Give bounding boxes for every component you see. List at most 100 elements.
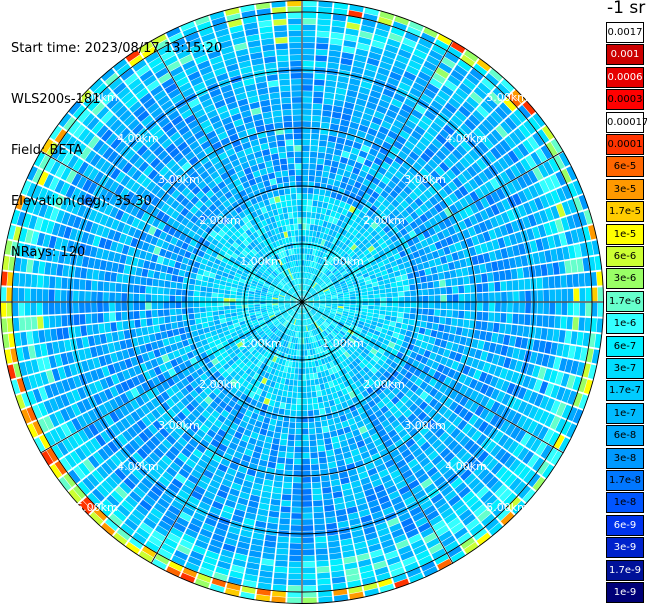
sector-cell [115,105,128,118]
sector-cell [284,298,291,301]
sector-cell [236,295,242,299]
sector-cell [477,450,489,463]
sector-cell [225,313,232,318]
sector-cell [272,349,278,356]
sector-cell [329,473,339,481]
sector-cell [285,306,292,310]
sector-cell [287,0,302,7]
sector-cell [296,193,302,200]
sector-cell [387,130,398,140]
sector-cell [255,75,267,84]
sector-cell [362,482,373,491]
sector-cell [405,474,417,485]
sector-cell [122,320,129,330]
sector-cell [252,231,259,239]
sector-cell [74,326,82,338]
sector-cell [335,364,341,372]
sector-cell [164,83,178,94]
sector-cell [132,532,147,545]
sector-cell [254,380,261,388]
sector-cell [266,305,273,308]
sector-cell [275,247,280,254]
sector-cell [321,324,326,330]
sector-cell [249,370,256,378]
sector-cell [520,432,532,446]
sector-cell [363,159,373,168]
sector-cell [382,88,395,98]
sector-cell [518,485,531,499]
sector-cell [87,409,98,422]
sector-cell [257,282,264,287]
sector-cell [177,371,186,381]
sector-cell [58,340,66,353]
sector-cell [168,368,177,377]
sector-cell [292,325,296,331]
sector-cell [386,485,398,495]
sector-cell [555,302,562,315]
sector-cell [370,374,379,383]
sector-cell [287,309,293,313]
sector-cell [345,321,352,327]
sector-cell [306,319,310,325]
sector-cell [205,44,220,54]
sector-cell [125,178,136,190]
sector-cell [379,533,392,543]
sector-cell [341,360,348,368]
sector-cell [177,452,188,463]
sector-cell [250,399,258,407]
sector-cell [433,371,442,380]
sector-cell [159,363,168,373]
sector-cell [409,506,422,517]
sector-cell [73,466,86,480]
sector-cell [189,171,199,181]
sector-cell [160,331,168,339]
sector-cell [150,236,159,246]
sector-cell [349,404,357,412]
sector-cell [13,226,22,241]
sector-cell [73,485,86,499]
sector-cell [490,401,501,413]
sector-cell [236,412,245,420]
sector-cell [290,303,297,306]
sector-cell [272,304,279,307]
sector-cell [400,550,414,561]
sector-cell [292,206,297,212]
sector-cell [229,245,237,253]
sector-cell [133,311,140,320]
sector-cell [388,561,403,572]
sector-cell [336,219,343,227]
sector-cell [323,311,330,316]
sector-cell [355,547,369,556]
sector-cell [124,191,135,202]
sector-cell [324,190,332,197]
sector-cell [442,366,451,376]
sector-cell [333,2,349,10]
sector-cell [435,459,447,471]
sector-cell [193,512,206,522]
sector-cell [512,347,520,359]
sector-cell [119,340,127,350]
sector-cell [201,185,211,194]
sector-cell [186,351,195,359]
sector-cell [83,93,97,108]
sector-cell [324,438,332,445]
sector-cell [331,346,338,353]
sector-cell [398,82,411,92]
sector-cell [391,396,400,405]
sector-cell [234,272,242,278]
sector-cell [527,454,540,468]
sector-cell [148,368,157,379]
sector-cell [284,188,291,195]
sector-cell [302,133,311,140]
sector-cell [539,410,550,425]
sector-cell [337,305,344,309]
sector-cell [410,393,419,403]
sector-cell [104,388,114,400]
sector-cell [241,250,248,257]
sector-cell [224,294,230,298]
sector-cell [244,448,253,457]
sector-cell [389,321,396,327]
sector-cell [273,572,287,579]
sector-cell [190,272,197,280]
sector-cell [337,75,349,84]
